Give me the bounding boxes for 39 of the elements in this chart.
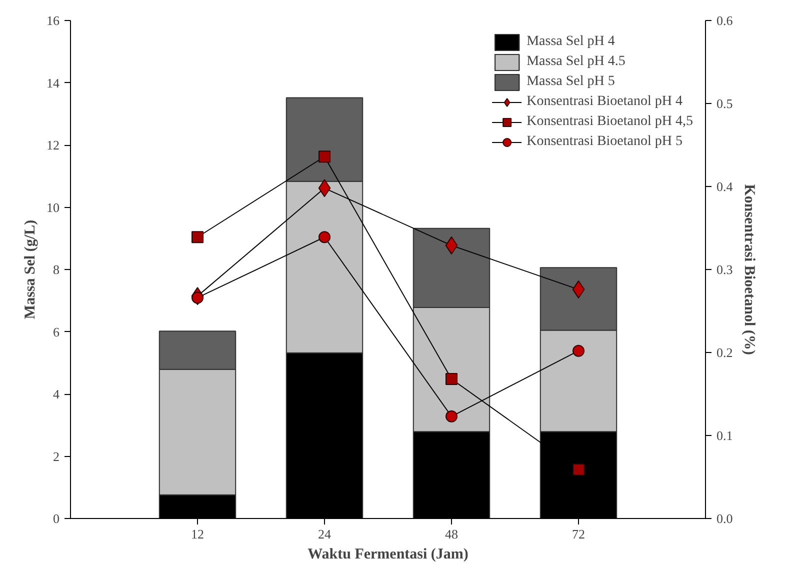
y-tick-label: 6 [53,324,60,340]
point [446,373,458,386]
x-tick-label: 72 [572,526,585,542]
y-tick-label: 12 [46,138,60,152]
y-tick-label: 4 [53,386,60,402]
y2-tick-label: 0.6 [716,13,734,28]
x-tick-label: 24 [318,526,332,542]
point [445,236,458,254]
y-tick-label: 16 [46,13,60,28]
y2-tick-label: 0.3 [716,262,733,277]
y2-tick-label: 0.1 [716,428,733,443]
legend-label: Massa Sel pH 4.5 [526,54,626,70]
y-tick-label: 8 [53,262,60,277]
legend-label: Massa Sel pH 5 [526,74,615,90]
point [572,464,584,476]
y2-tick-label: 0.5 [716,96,733,111]
y2-tick-label: 0.0 [716,511,733,526]
point [446,410,458,422]
legend-label: Konsentrasi Bioetanol pH 5 [526,134,682,150]
point [572,344,584,357]
legend-label: Konsentrasi Bioetanol pH 4 [526,94,682,110]
y-tick-label: 2 [53,448,60,464]
point [572,280,585,298]
y-tick-label: 14 [46,75,60,90]
legend-label: Massa Sel pH 4 [526,34,615,50]
legend-label: Konsentrasi Bioetanol pH 4,5 [526,114,693,130]
point [318,150,330,163]
point [318,231,330,244]
y-tick-label: 10 [46,200,60,215]
point [192,231,204,244]
point [318,179,331,198]
y-axis-title: Massa Sel (g/L) [22,220,38,320]
x-axis-title: Waktu Fermentasi (Jam) [308,546,468,562]
y2-tick-label: 0.2 [716,345,733,360]
x-tick-label: 48 [445,526,458,542]
y2-axis-title: Konsentrasi Bioetanol (%) [740,184,757,355]
y2-tick-label: 0.4 [716,179,734,194]
y-tick-label: 0 [53,511,60,526]
x-tick-label: 12 [191,526,204,542]
